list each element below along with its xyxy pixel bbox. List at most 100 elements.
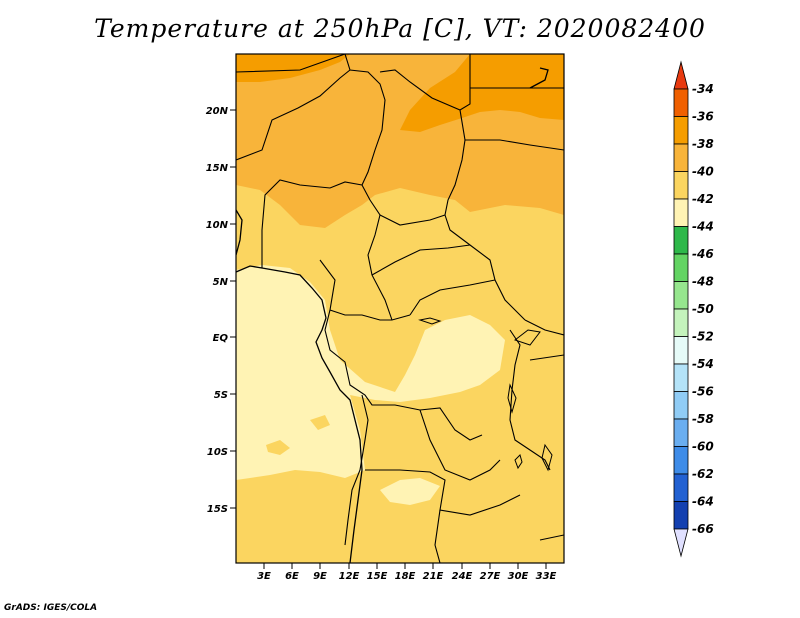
colorbar-label: -62 [692,467,714,481]
colorbar-segment [673,501,689,530]
colorbar-label: -34 [692,82,714,96]
colorbar-segment [673,446,689,475]
coast-west [236,265,363,563]
border-3 [236,69,351,161]
lake-mweru [514,454,523,470]
lat-label-5s: 5S [214,390,228,401]
colorbar-label: -58 [692,412,714,426]
lon-axis: 3E 6E 9E 12E 15E 18E 21E 24E 27E 30E 33E [257,563,557,582]
border-20 [524,319,564,336]
coastline [236,67,549,563]
map-frame [235,53,565,564]
colorbar-segment [673,363,689,392]
colorbar-label: -46 [692,247,714,261]
colorbar-label: -50 [692,302,714,316]
field-speckle-a [266,440,290,455]
colorbar-label: -48 [692,275,714,289]
colorbar-label: -54 [692,357,714,371]
colorbar-label: -56 [692,385,714,399]
colorbar-top-arrow [673,60,689,90]
colorbar-bottom-arrow [673,528,689,558]
field-patch-north-west [236,54,350,82]
lon-label-24e: 24E [452,571,473,582]
lakes [418,317,553,472]
colorbar-segment [673,418,689,447]
lon-label-15e: 15E [367,571,388,582]
lon-label-3e: 3E [257,571,271,582]
border-6 [444,109,526,321]
lon-label-30e: 30E [508,571,529,582]
lon-label-21e: 21E [423,571,444,582]
border-1 [236,54,346,73]
colorbar-segment [673,143,689,172]
lat-label-eq: EQ [213,333,229,344]
lat-label-10n: 10N [206,220,229,231]
border-9 [261,179,363,268]
colorbar-labels: -34 -36 -38 -40 -42 -44 -46 -48 -50 -52 -54 -56 -58 -… [692,82,714,536]
colorbar-segment [673,198,689,227]
field-speckle-b [310,415,330,430]
colorbar-segment [673,171,689,200]
border-22 [539,534,564,541]
border-15 [419,409,501,481]
border-2 [344,54,386,186]
field-patch-north-east [400,54,564,132]
colorbar-segment [673,391,689,420]
lon-label-12e: 12E [339,571,360,582]
border-10 [379,214,446,226]
colorbar-label: -52 [692,330,714,344]
border-21 [529,354,564,361]
temperature-field [236,54,564,563]
colorbar-label: -42 [692,192,714,206]
colorbar-segment [673,226,689,255]
lat-label-5n: 5N [213,277,229,288]
map-title: Temperature at 250hPa [C], VT: 202008240… [94,14,706,43]
colorbar-label: -40 [692,165,714,179]
colorbar-segment [673,281,689,310]
colorbar-label: -60 [692,440,714,454]
lon-label-27e: 27E [480,571,501,582]
grads-credit: GrADS: IGES/COLA [4,603,98,613]
colorbar-label: -64 [692,495,714,509]
border-7 [465,139,564,151]
lat-label-20n: 20N [206,106,229,117]
lon-label-18e: 18E [395,571,416,582]
lat-label-15s: 15S [207,504,228,515]
colorbar-label: -38 [692,137,714,151]
lon-label-6e: 6E [285,571,299,582]
country-borders [236,54,564,563]
colorbar-label: -44 [692,220,714,234]
lake-tanganyika [507,383,517,414]
coast-northeast [529,67,549,89]
colorbar-segment [673,88,689,117]
border-12 [319,259,411,321]
colorbar-segment [673,473,689,502]
lon-label-33e: 33E [536,571,557,582]
lake-victoria [513,329,541,346]
lake-1 [418,317,442,325]
field-pale-core [236,265,505,480]
border-19 [509,329,551,471]
lake-malawi [541,443,553,472]
colorbar-segment [673,336,689,365]
lon-label-9e: 9E [313,571,327,582]
border-8 [361,184,393,321]
field-pale-south [380,478,440,505]
border-14 [324,309,483,441]
lat-label-15n: 15N [206,163,229,174]
colorbar-segments [673,88,689,530]
colorbar-segment [673,308,689,337]
border-18 [434,509,441,563]
colorbar-segment [673,253,689,282]
coast-northwest [236,209,243,256]
colorbar-label: -36 [692,110,714,124]
colorbar-label: -66 [692,522,714,536]
border-16 [344,394,369,546]
colorbar-segment [673,116,689,145]
lat-axis: 20N 15N 10N 5N EQ 5S 10S 15S [206,106,236,515]
border-4 [379,54,471,111]
border-17 [365,469,521,516]
colorbar: -34 -36 -38 -40 -42 -44 -46 -48 -50 -52 -54 -56 -58 -… [673,60,714,558]
border-13 [409,279,496,316]
